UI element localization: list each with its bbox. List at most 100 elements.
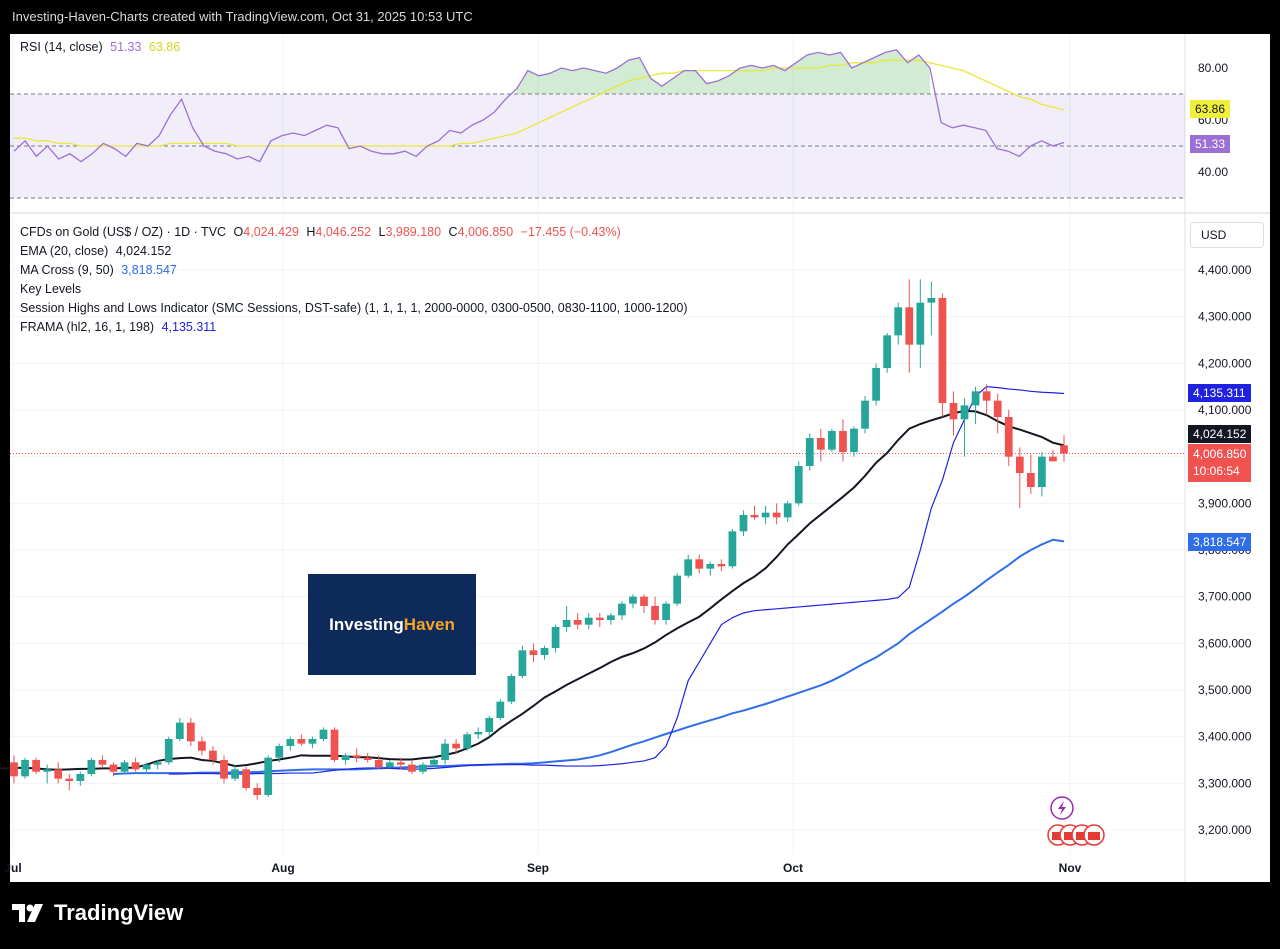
price-tick-label: 3,400.000 <box>1198 730 1252 744</box>
candle <box>518 645 527 679</box>
candle <box>551 624 560 653</box>
candle-body <box>927 298 936 303</box>
candle <box>971 386 980 424</box>
candle <box>606 613 615 625</box>
candle <box>982 384 991 415</box>
tradingview-brand: TradingView <box>10 900 183 926</box>
candle-body <box>916 302 925 345</box>
candle-body <box>65 778 74 781</box>
ema-legend: EMA (20, close) 4,024.152 <box>20 244 175 258</box>
candle <box>839 419 847 462</box>
time-tick-label: Oct <box>783 861 803 875</box>
candle <box>618 601 626 620</box>
session-legend[interactable]: Session Highs and Lows Indicator (SMC Se… <box>20 301 692 315</box>
ema-label[interactable]: EMA (20, close) <box>20 244 109 258</box>
candle <box>474 727 483 739</box>
candle-body <box>419 764 427 772</box>
candle-body <box>518 650 527 676</box>
frama-legend: FRAMA (hl2, 16, 1, 198) 4,135.311 <box>20 320 220 334</box>
candle <box>385 760 394 770</box>
candle <box>319 727 328 742</box>
currency-button[interactable]: USD <box>1190 222 1264 248</box>
candle-body <box>717 564 726 567</box>
candle-body <box>54 769 63 779</box>
candle <box>164 736 173 765</box>
us-flag-stripe-icon <box>1076 832 1088 840</box>
candle <box>739 510 748 536</box>
candle-body <box>584 617 593 625</box>
candle <box>131 757 140 772</box>
candle <box>308 736 317 749</box>
candle <box>651 596 659 625</box>
candle <box>728 529 737 569</box>
price-tick-label: 3,900.000 <box>1198 496 1252 510</box>
candle-body <box>319 729 328 739</box>
candle <box>341 753 350 765</box>
candle <box>419 762 427 774</box>
candle-body <box>993 400 1002 417</box>
rsi-ma-line <box>14 59 1065 147</box>
us-flag-stripe-icon <box>1064 832 1076 840</box>
candle <box>452 739 460 753</box>
candle <box>706 561 715 576</box>
candle <box>573 613 582 630</box>
price-tick-label: 3,500.000 <box>1198 683 1252 697</box>
symbol-label[interactable]: CFDs on Gold (US$ / OZ) · 1D · TVC <box>20 225 227 239</box>
candle-body <box>153 762 162 765</box>
candle-body <box>1038 456 1046 487</box>
close-value: 4,006.850 <box>457 225 514 239</box>
candle <box>142 762 151 774</box>
key-levels-legend[interactable]: Key Levels <box>20 282 85 296</box>
candle-body <box>264 757 273 795</box>
candle-body <box>651 606 659 620</box>
key-levels-label: Key Levels <box>20 282 82 296</box>
candle <box>1038 452 1046 497</box>
time-tick-label: Jul <box>4 861 21 875</box>
candle-body <box>684 559 693 576</box>
candle-body <box>540 648 549 655</box>
candle-body <box>1026 473 1035 487</box>
chart-frame <box>10 34 1270 882</box>
price-tick-label: 3,300.000 <box>1198 776 1252 790</box>
candle-body <box>175 722 184 739</box>
candle <box>1060 435 1068 462</box>
candle <box>76 771 85 786</box>
candle <box>662 601 670 625</box>
candle-body <box>341 755 350 760</box>
candle-body <box>131 762 140 770</box>
candle <box>905 279 914 373</box>
candle-body <box>385 762 394 767</box>
candle-body <box>783 503 792 518</box>
candle <box>396 757 405 770</box>
investinghaven-watermark: Investing Haven <box>308 574 476 675</box>
frama-label[interactable]: FRAMA (hl2, 16, 1, 198) <box>20 320 155 334</box>
candle-body <box>186 722 195 742</box>
candle <box>1004 410 1013 466</box>
candle <box>153 760 162 770</box>
change-value: −17.455 (−0.43%) <box>520 225 621 239</box>
candle <box>883 333 892 373</box>
candle-body <box>452 743 460 749</box>
candle <box>21 757 29 779</box>
candle <box>916 279 925 368</box>
candle-body <box>408 764 416 772</box>
candle-body <box>629 596 637 604</box>
candle <box>198 736 206 756</box>
watermark-part2: Haven <box>403 614 455 634</box>
candle-body <box>883 335 892 368</box>
candle <box>463 732 472 751</box>
candle <box>1015 447 1024 508</box>
price-tick-label: 3,700.000 <box>1198 590 1252 604</box>
ma-cross-label[interactable]: MA Cross (9, 50) <box>20 263 114 277</box>
candle-body <box>971 391 980 406</box>
rsi-ma-badge: 63.86 <box>1190 100 1231 118</box>
time-tick-label: Aug <box>271 861 294 875</box>
watermark-part1: Investing <box>329 614 404 634</box>
candle <box>629 594 637 609</box>
candle-body <box>463 734 472 749</box>
candle-body <box>32 760 40 772</box>
low-label: L <box>378 225 386 239</box>
candle-body <box>982 391 991 401</box>
candle-body <box>595 617 604 620</box>
